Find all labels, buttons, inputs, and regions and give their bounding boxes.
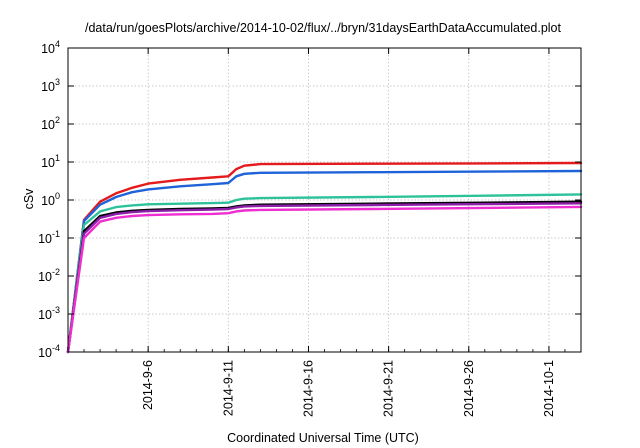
y-tick-label: 10-4 <box>38 343 60 360</box>
y-tick-label: 102 <box>41 115 60 132</box>
x-tick-label: 2014-9-26 <box>462 360 476 417</box>
series-line <box>66 169 583 354</box>
y-tick-label: 10-2 <box>38 267 60 284</box>
series-line <box>66 205 583 354</box>
x-tick-label: 2014-10-1 <box>542 360 556 417</box>
x-tick-label: 2014-9-21 <box>382 360 396 417</box>
x-axis-label: Coordinated Universal Time (UTC) <box>227 431 419 445</box>
grid <box>68 48 581 352</box>
series-line <box>66 161 583 354</box>
chart-title: /data/run/goesPlots/archive/2014-10-02/f… <box>85 21 561 35</box>
series-layer <box>66 161 583 354</box>
y-axis-label: cSv <box>22 188 36 210</box>
y-tick-label: 10-3 <box>38 305 60 322</box>
ticks: 10-4 10-3 10-2 10-1 100 101 102 103 104 2014-9-6 2… <box>38 39 582 417</box>
y-tick-label: 100 <box>41 191 60 208</box>
y-tick-label: 10-1 <box>38 229 60 246</box>
x-tick-label: 2014-9-16 <box>301 360 315 417</box>
series-line <box>66 193 583 354</box>
y-tick-label: 104 <box>41 39 60 56</box>
x-tick-label: 2014-9-6 <box>141 360 155 410</box>
y-tick-label: 103 <box>41 77 60 94</box>
y-tick-label: 101 <box>41 153 60 170</box>
series-line <box>66 202 583 354</box>
x-tick-label: 2014-9-11 <box>221 360 235 416</box>
